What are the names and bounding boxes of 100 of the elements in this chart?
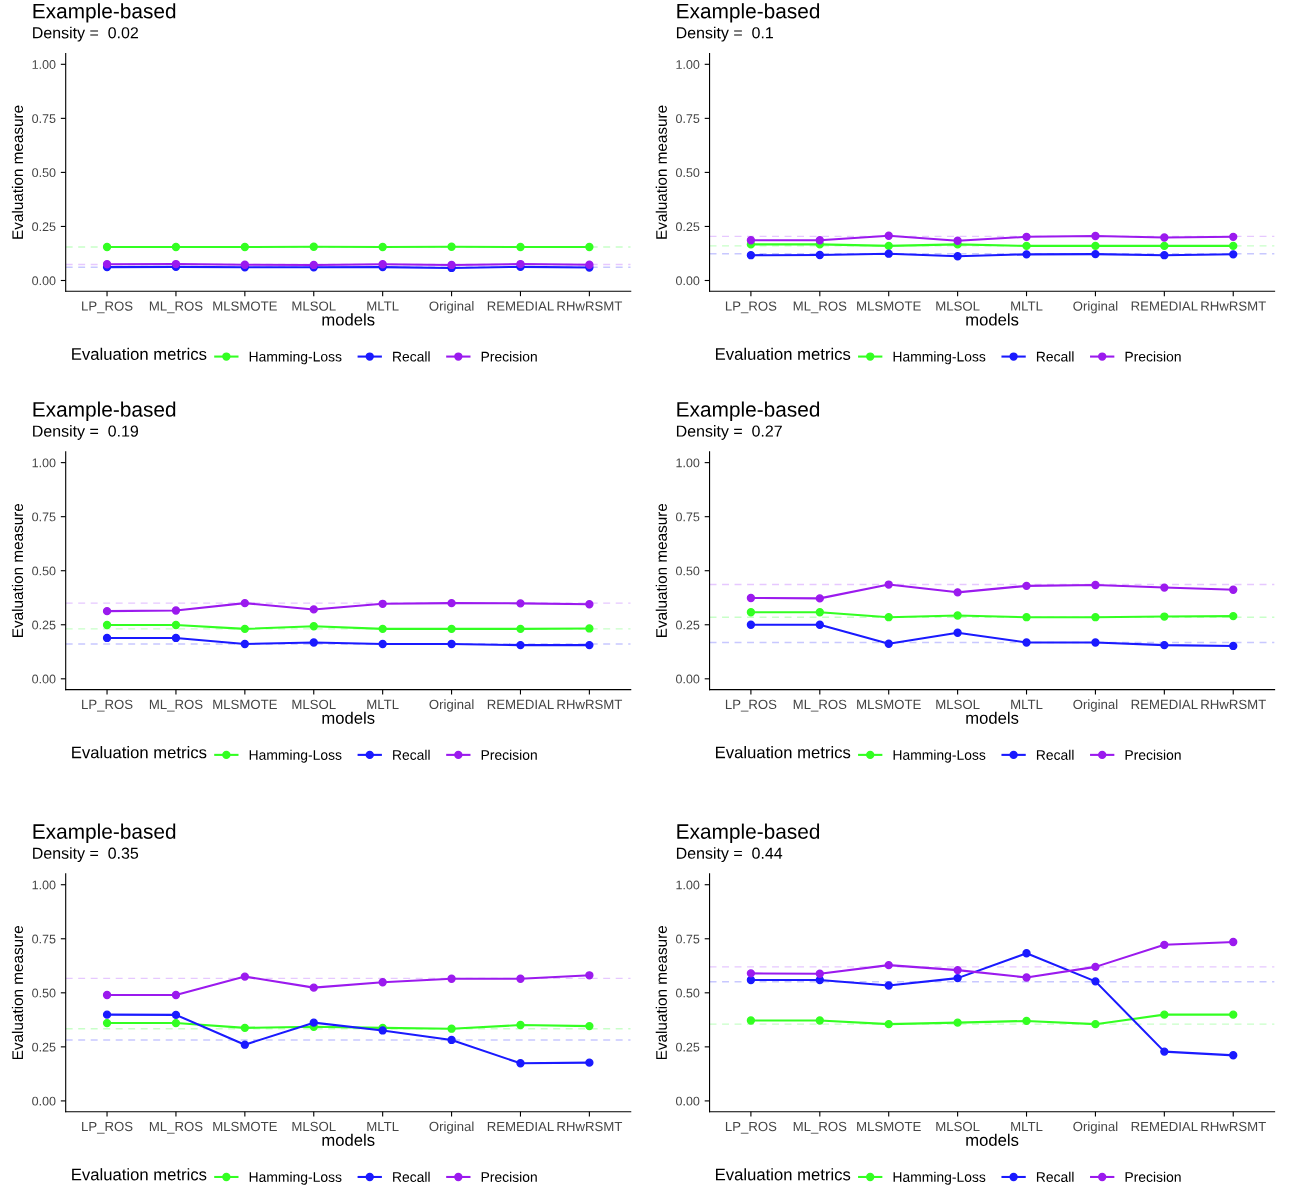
x-tick-label: LP_ROS	[725, 1121, 777, 1134]
legend-label: Precision	[1125, 351, 1181, 362]
y-tick-label: 0.75	[676, 934, 700, 944]
x-tick-label: MLSMOTE	[857, 699, 921, 710]
y-tick-label: 1.00	[676, 458, 700, 468]
y-tick-label: 0.00	[676, 674, 700, 684]
legend-title: Evaluation metrics	[716, 347, 851, 360]
chart-subtitle: Density = 0.44	[676, 847, 783, 863]
legend-label: Hamming-Loss	[893, 749, 986, 763]
x-tick-label: MLSOL	[936, 301, 980, 311]
y-axis-title: Evaluation measure	[655, 925, 667, 1060]
y-tick-label: 1.00	[676, 60, 700, 69]
x-tick-label: MLTL	[367, 699, 399, 709]
x-tick-label: ML_ROS	[793, 301, 847, 314]
y-tick-label: 0.50	[676, 988, 700, 998]
x-tick-label: REMEDIAL	[487, 699, 554, 709]
x-tick-label: RHwRSMT	[1201, 1121, 1266, 1132]
legend-label: Hamming-Loss	[249, 749, 342, 763]
chart-title: Example-based	[677, 823, 820, 843]
chart-title: Example-based	[677, 401, 820, 421]
x-tick-label: RHwRSMT	[557, 1121, 623, 1132]
x-tick-label: REMEDIAL	[1131, 1121, 1198, 1131]
x-tick-label: RHwRSMT	[1201, 699, 1266, 710]
x-tick-label: Original	[429, 301, 474, 314]
y-tick-label: 1.00	[676, 880, 700, 890]
x-tick-label: MLSMOTE	[857, 1121, 921, 1132]
x-tick-label: REMEDIAL	[487, 301, 554, 311]
x-axis-title: models	[322, 313, 375, 326]
x-tick-label: RHwRSMT	[557, 301, 623, 311]
chart-subtitle: Density = 0.02	[33, 26, 138, 42]
y-tick-label: 0.50	[676, 566, 700, 576]
legend-title: Evaluation metrics	[72, 347, 207, 360]
x-tick-label: MLSMOTE	[857, 301, 921, 311]
x-tick-label: MLSMOTE	[213, 301, 277, 311]
y-tick-label: 0.25	[32, 620, 56, 630]
x-tick-label: LP_ROS	[82, 699, 133, 712]
y-tick-label: 0.25	[676, 620, 700, 630]
y-tick-label: 0.25	[676, 222, 700, 232]
legend-label: Precision	[481, 1171, 537, 1182]
x-tick-label: ML_ROS	[149, 1121, 203, 1134]
y-axis-title: Evaluation measure	[11, 925, 24, 1060]
x-tick-label: ML_ROS	[149, 699, 203, 712]
chart-title: Example-based	[33, 823, 176, 843]
legend-label: Recall	[393, 351, 430, 362]
y-tick-label: 1.00	[32, 880, 56, 890]
y-tick-label: 0.00	[32, 674, 56, 684]
x-tick-label: ML_ROS	[149, 301, 203, 314]
x-tick-label: REMEDIAL	[1131, 301, 1198, 311]
x-tick-label: ML_ROS	[793, 1121, 847, 1134]
y-tick-label: 0.00	[32, 1096, 56, 1106]
legend-label: Recall	[393, 749, 430, 760]
x-tick-label: Original	[1073, 699, 1118, 712]
chart-subtitle: Density = 0.19	[33, 425, 139, 440]
legend-label: Precision	[1125, 749, 1181, 760]
y-axis-title: Evaluation measure	[11, 105, 24, 239]
y-tick-label: 0.75	[676, 114, 700, 124]
legend-label: Hamming-Loss	[249, 1171, 342, 1185]
y-tick-label: 0.00	[676, 276, 700, 286]
legend-label: Recall	[1036, 1171, 1074, 1182]
x-axis-title: models	[966, 313, 1019, 326]
x-axis-title: models	[966, 1133, 1019, 1146]
legend-label: Hamming-Loss	[893, 351, 986, 365]
x-tick-label: RHwRSMT	[1201, 301, 1266, 311]
legend-label: Precision	[481, 749, 537, 760]
x-tick-label: REMEDIAL	[487, 1121, 554, 1131]
x-tick-label: LP_ROS	[82, 1121, 133, 1134]
y-tick-label: 1.00	[32, 60, 56, 69]
chart-subtitle: Density = 0.27	[676, 425, 782, 440]
x-tick-label: MLTL	[1011, 1121, 1043, 1131]
x-axis-title: models	[322, 711, 375, 724]
y-tick-label: 0.00	[676, 1096, 700, 1106]
y-tick-label: 0.00	[32, 276, 56, 286]
y-tick-label: 0.75	[32, 934, 56, 944]
y-tick-label: 0.50	[32, 566, 56, 576]
x-tick-label: ML_ROS	[793, 699, 847, 712]
chart-title: Example-based	[33, 3, 176, 23]
x-tick-label: Original	[1073, 301, 1118, 314]
y-tick-label: 0.25	[32, 222, 56, 232]
legend-label: Precision	[481, 351, 537, 362]
x-tick-label: MLSOL	[292, 699, 336, 710]
legend-label: Hamming-Loss	[249, 351, 342, 365]
legend-title: Evaluation metrics	[716, 746, 851, 759]
legend-label: Recall	[1036, 351, 1074, 362]
x-tick-label: LP_ROS	[725, 301, 777, 314]
x-axis-title: models	[966, 711, 1019, 724]
x-tick-label: MLTL	[1011, 301, 1043, 311]
chart-subtitle: Density = 0.35	[33, 847, 139, 863]
x-tick-label: LP_ROS	[725, 699, 777, 712]
chart-subtitle: Density = 0.1	[676, 26, 773, 42]
x-tick-label: Original	[429, 699, 474, 712]
y-tick-label: 0.75	[32, 114, 56, 124]
y-axis-title: Evaluation measure	[11, 503, 24, 637]
legend-title: Evaluation metrics	[716, 1168, 851, 1181]
x-tick-label: MLTL	[367, 1121, 399, 1131]
y-tick-label: 0.50	[676, 168, 700, 178]
y-tick-label: 0.25	[676, 1042, 700, 1052]
y-tick-label: 0.50	[32, 168, 56, 178]
x-tick-label: RHwRSMT	[557, 699, 623, 710]
legend-label: Recall	[1036, 749, 1074, 760]
chart-title: Example-based	[677, 3, 820, 23]
